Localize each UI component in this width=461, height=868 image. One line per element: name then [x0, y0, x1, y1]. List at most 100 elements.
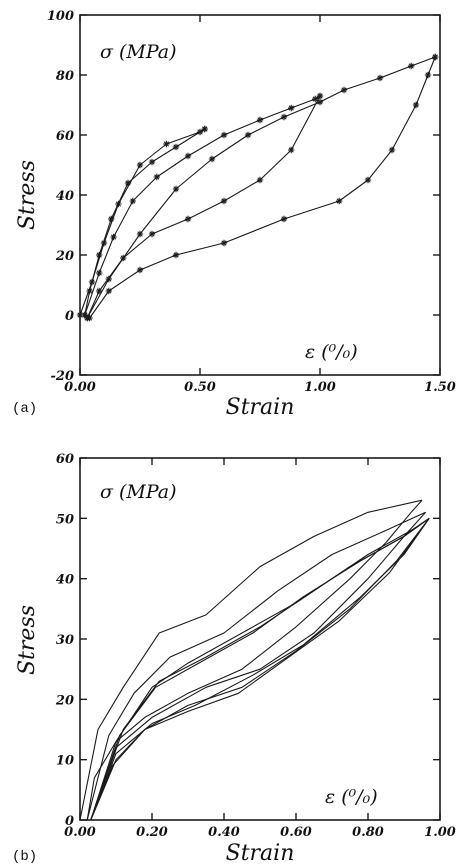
data-point-marker	[208, 155, 216, 163]
data-point-marker	[220, 239, 228, 247]
data-point-marker	[96, 251, 103, 259]
y-tick-label: 20	[55, 249, 74, 264]
y-tick-label: 40	[56, 573, 74, 588]
x-tick-label: 1.00	[304, 380, 336, 395]
data-point-marker	[136, 230, 144, 238]
plot-frame-b	[79, 457, 441, 821]
x-tick-label: 0.50	[184, 380, 216, 395]
y-axis-title-b: Stress	[15, 605, 40, 675]
data-point-marker	[86, 314, 93, 322]
plot-frame-a	[79, 14, 441, 376]
data-point-marker	[96, 287, 103, 295]
series-line	[84, 128, 206, 316]
data-point-marker	[172, 185, 180, 193]
x-axis-title-b: Strain	[226, 841, 295, 866]
data-point-marker	[184, 152, 192, 160]
series-line	[90, 511, 427, 821]
y-tick-label: 60	[56, 129, 74, 144]
data-point-marker	[388, 146, 396, 154]
data-point-marker	[336, 197, 343, 205]
x-tick-label: 0.00	[64, 380, 96, 395]
stress-annotation-b: σ (MPa)	[100, 481, 177, 503]
data-point-marker	[172, 143, 180, 151]
series-line	[79, 499, 423, 821]
data-point-marker	[412, 101, 420, 109]
series-line	[90, 517, 430, 821]
y-tick-label: 0	[65, 309, 74, 324]
data-point-marker	[76, 311, 84, 319]
panel-label-b: (b)	[12, 849, 37, 865]
y-ticks-a: -20 0 20 40 60 80 100	[47, 9, 440, 384]
y-ticks-b: 0 10 20 30 40 50 60	[55, 452, 440, 829]
x-ticks-b: 0.00 0.20 0.40 0.60 0.80 1.00	[64, 458, 456, 840]
panel-a: -20 0 20 40 60 80 100 0.00 0.50 1.00 1.50 σ (MPa)…	[12, 9, 456, 420]
x-ticks-a: 0.00 0.50 1.00 1.50	[64, 15, 456, 395]
x-tick-label: 0.00	[64, 825, 96, 840]
data-point-marker	[316, 92, 324, 100]
data-point-marker	[110, 233, 117, 241]
series-line	[90, 517, 430, 821]
stress-annotation-a: σ (MPa)	[100, 41, 177, 63]
data-point-marker	[148, 230, 156, 238]
data-point-marker	[172, 251, 180, 259]
data-point-marker	[184, 215, 192, 223]
y-tick-label: 0	[65, 814, 74, 829]
data-point-marker	[364, 176, 372, 184]
data-point-marker	[148, 158, 156, 166]
series-group-b	[79, 499, 430, 821]
data-point-marker	[220, 197, 228, 205]
x-tick-label: 0.60	[280, 825, 312, 840]
data-point-marker	[244, 131, 252, 139]
series-line	[86, 511, 426, 821]
series-line	[90, 517, 430, 821]
data-point-marker	[312, 95, 319, 103]
data-point-marker	[124, 179, 132, 187]
data-point-marker	[288, 104, 295, 112]
strain-annotation-a: ε (⁰/₀)	[305, 341, 358, 363]
data-point-marker	[153, 173, 160, 181]
strain-annotation-b: ε (⁰/₀)	[325, 786, 378, 808]
series-line	[90, 517, 430, 821]
series-line	[86, 499, 423, 821]
y-tick-label: 20	[55, 693, 74, 708]
data-point-marker	[136, 161, 144, 169]
data-point-marker	[201, 125, 208, 133]
data-point-marker	[316, 98, 324, 106]
panel-label-a: (a)	[12, 401, 37, 417]
data-point-marker	[108, 215, 115, 223]
y-axis-title-a: Stress	[15, 160, 40, 230]
x-axis-title-a: Strain	[226, 395, 295, 420]
data-point-marker	[424, 71, 432, 79]
y-tick-label: 30	[56, 633, 74, 648]
series-group-a	[76, 53, 439, 322]
data-point-marker	[220, 131, 228, 139]
y-tick-label: 60	[56, 452, 74, 467]
data-point-marker	[105, 275, 112, 283]
y-tick-label: 50	[56, 512, 74, 527]
panel-b: 0 10 20 30 40 50 60 0.00 0.20 0.40 0.60 0.80 1.00 σ…	[12, 452, 456, 866]
y-tick-label: 10	[56, 754, 74, 769]
x-tick-label: 1.00	[424, 825, 456, 840]
data-point-marker	[81, 311, 88, 319]
x-tick-label: 1.50	[424, 380, 456, 395]
y-tick-label: 100	[47, 9, 74, 24]
data-point-marker	[129, 197, 136, 205]
x-tick-label: 0.80	[352, 825, 384, 840]
data-point-marker	[256, 116, 264, 124]
data-point-marker	[340, 86, 348, 94]
data-point-marker	[408, 62, 415, 70]
data-point-marker	[376, 74, 384, 82]
data-point-marker	[105, 287, 112, 295]
x-tick-label: 0.40	[208, 825, 240, 840]
y-tick-label: 80	[56, 69, 74, 84]
data-point-marker	[432, 53, 439, 61]
data-point-marker	[256, 176, 264, 184]
y-tick-label: -20	[51, 369, 75, 384]
data-point-marker	[100, 239, 108, 247]
data-point-marker	[96, 269, 103, 277]
data-point-marker	[280, 215, 288, 223]
series-line	[89, 56, 436, 319]
data-point-marker	[280, 113, 288, 121]
data-point-marker	[86, 287, 93, 295]
